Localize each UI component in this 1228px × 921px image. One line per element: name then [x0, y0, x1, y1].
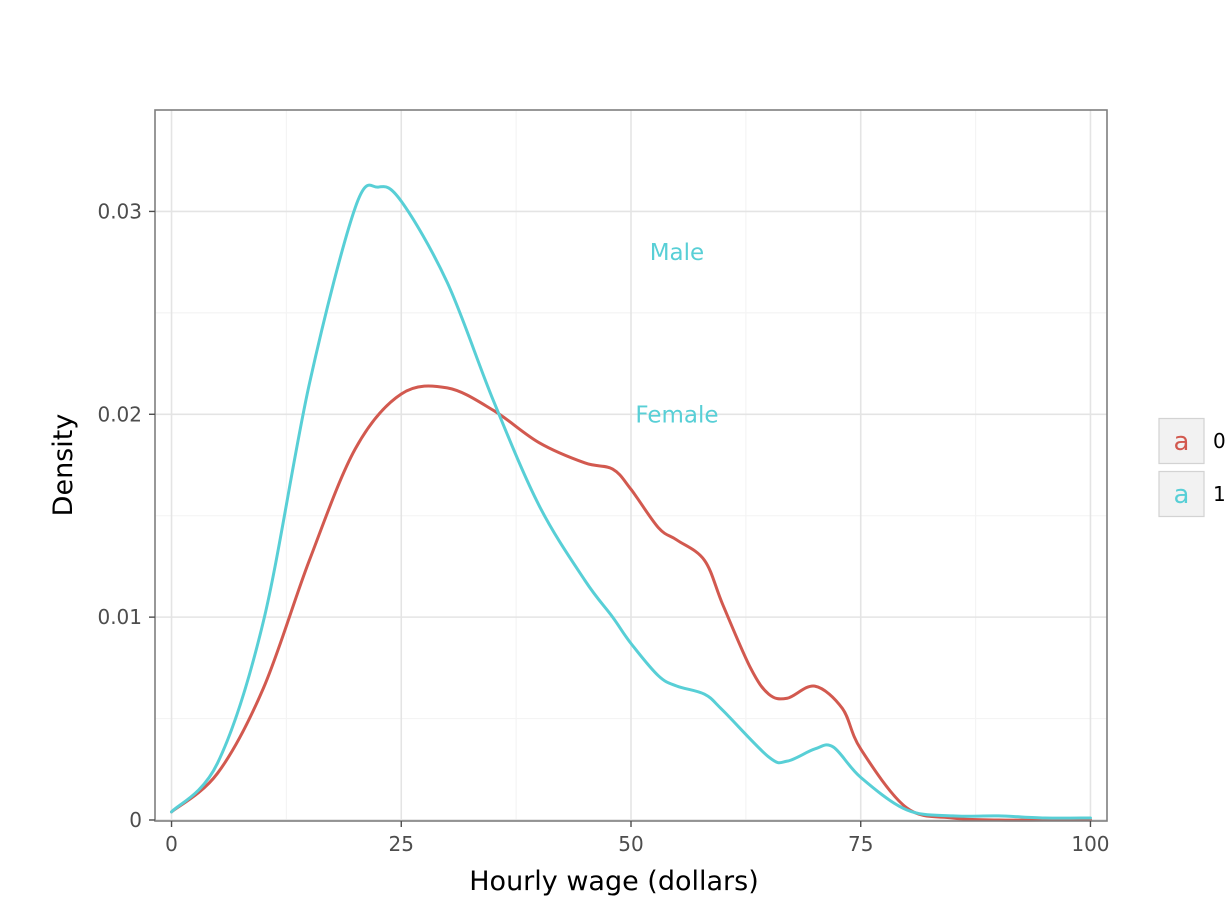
y-tick-label: 0.01 — [97, 605, 142, 629]
x-tick-label: 0 — [165, 832, 178, 856]
density-line-series-1 — [170, 183, 1092, 820]
annotation-layer: Male Female — [635, 240, 718, 428]
major-gridlines — [155, 110, 1107, 821]
density-line-series-0 — [170, 384, 1092, 822]
x-tick-label: 25 — [389, 832, 414, 856]
y-tick-label: 0 — [129, 808, 142, 832]
x-tick-label: 100 — [1071, 832, 1109, 856]
y-axis-title: Density — [48, 414, 79, 517]
x-axis: 0 25 50 75 100 — [165, 821, 1110, 856]
legend-label-0: 0 — [1213, 429, 1226, 453]
y-tick-label: 0.02 — [97, 402, 142, 426]
legend-key-glyph: a — [1174, 427, 1190, 457]
legend-key-glyph: a — [1174, 480, 1190, 510]
legend-label-1: 1 — [1213, 482, 1226, 506]
x-axis-title: Hourly wage (dollars) — [469, 866, 759, 897]
series-layer — [170, 183, 1092, 822]
annotation-male: Male — [650, 240, 704, 266]
x-tick-label: 50 — [618, 832, 643, 856]
x-tick-label: 75 — [848, 832, 873, 856]
legend: a 0a 1 — [1158, 417, 1226, 518]
legend-key-1 — [1158, 470, 1205, 518]
y-tick-label: 0.03 — [97, 199, 142, 223]
annotation-female: Female — [635, 402, 718, 428]
y-axis: 0 0.01 0.02 0.03 — [97, 199, 155, 832]
legend-key-0 — [1158, 417, 1205, 465]
